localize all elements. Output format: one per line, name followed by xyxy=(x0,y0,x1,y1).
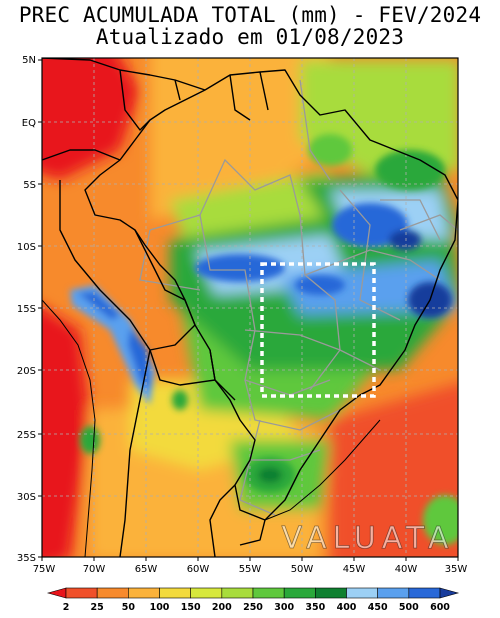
latitude-labels: 5N EQ 5S 10S 15S 20S 25S 30S 35S xyxy=(17,55,36,564)
colorbar-tick-label: 100 xyxy=(150,602,170,613)
lat-label: 15S xyxy=(17,304,36,315)
lon-label: 35W xyxy=(445,564,468,575)
lat-label: 5S xyxy=(23,180,36,191)
colorbar-segment xyxy=(96,587,129,599)
colorbar-segment xyxy=(190,587,223,599)
graticule xyxy=(42,58,458,557)
lat-label: 35S xyxy=(17,553,36,564)
colorbar-segment xyxy=(128,587,160,599)
colorbar-tick-label: 25 xyxy=(91,602,104,613)
colorbar-tick-label: 450 xyxy=(368,602,388,613)
lat-label: 5N xyxy=(22,55,36,66)
lat-label: 25S xyxy=(17,430,36,441)
colorbar: 2 25 50 100 150 200 250 300 350 400 450 500 600 xyxy=(46,587,460,613)
lat-label: 10S xyxy=(17,242,36,253)
colorbar-segment xyxy=(46,587,67,599)
colorbar-segment xyxy=(252,587,285,599)
lon-label: 75W xyxy=(33,564,56,575)
lon-label: 65W xyxy=(135,564,158,575)
colorbar-segment xyxy=(408,587,441,599)
colorbar-tick-label: 2 xyxy=(63,602,70,613)
colorbar-segment xyxy=(346,587,378,599)
colorbar-tick-label: 350 xyxy=(305,602,325,613)
tick-marks xyxy=(38,59,459,561)
colorbar-segment xyxy=(377,587,410,599)
colorbar-segment xyxy=(439,587,460,599)
title-line-1: PREC ACUMULADA TOTAL (mm) - FEV/2024 xyxy=(18,3,482,27)
colorbar-tick-label: 250 xyxy=(243,602,263,613)
highlight-box xyxy=(260,262,376,398)
longitude-labels: 75W 70W 65W 60W 55W 50W 45W 40W 35W xyxy=(33,564,468,575)
lat-label: 30S xyxy=(17,492,36,503)
country-borders xyxy=(42,58,458,557)
lon-label: 50W xyxy=(291,564,314,575)
colorbar-segment xyxy=(159,587,191,599)
colorbar-segment xyxy=(65,587,98,599)
coastline xyxy=(42,299,381,557)
colorbar-segment xyxy=(221,587,254,599)
map-title: PREC ACUMULADA TOTAL (mm) - FEV/2024 Atu… xyxy=(0,4,500,48)
colorbar-tick-label: 500 xyxy=(399,602,419,613)
colorbar-tick-label: 400 xyxy=(337,602,357,613)
colorbar-tick-label: 300 xyxy=(274,602,294,613)
lon-label: 45W xyxy=(343,564,366,575)
lon-label: 55W xyxy=(239,564,262,575)
colorbar-tick-label: 50 xyxy=(122,602,136,613)
lon-label: 70W xyxy=(83,564,106,575)
watermark: VALUATA xyxy=(281,521,454,556)
lat-label: 20S xyxy=(17,366,36,377)
colorbar-segment xyxy=(315,587,347,599)
lat-label: EQ xyxy=(22,118,36,129)
colorbar-segment xyxy=(283,587,316,599)
title-line-2: Atualizado em 01/08/2023 xyxy=(95,25,405,49)
lon-label: 60W xyxy=(187,564,210,575)
colorbar-tick-label: 150 xyxy=(181,602,201,613)
colorbar-tick-label: 200 xyxy=(212,602,232,613)
colorbar-tick-label: 600 xyxy=(430,602,450,613)
lon-label: 40W xyxy=(395,564,418,575)
precip-field xyxy=(42,58,458,557)
